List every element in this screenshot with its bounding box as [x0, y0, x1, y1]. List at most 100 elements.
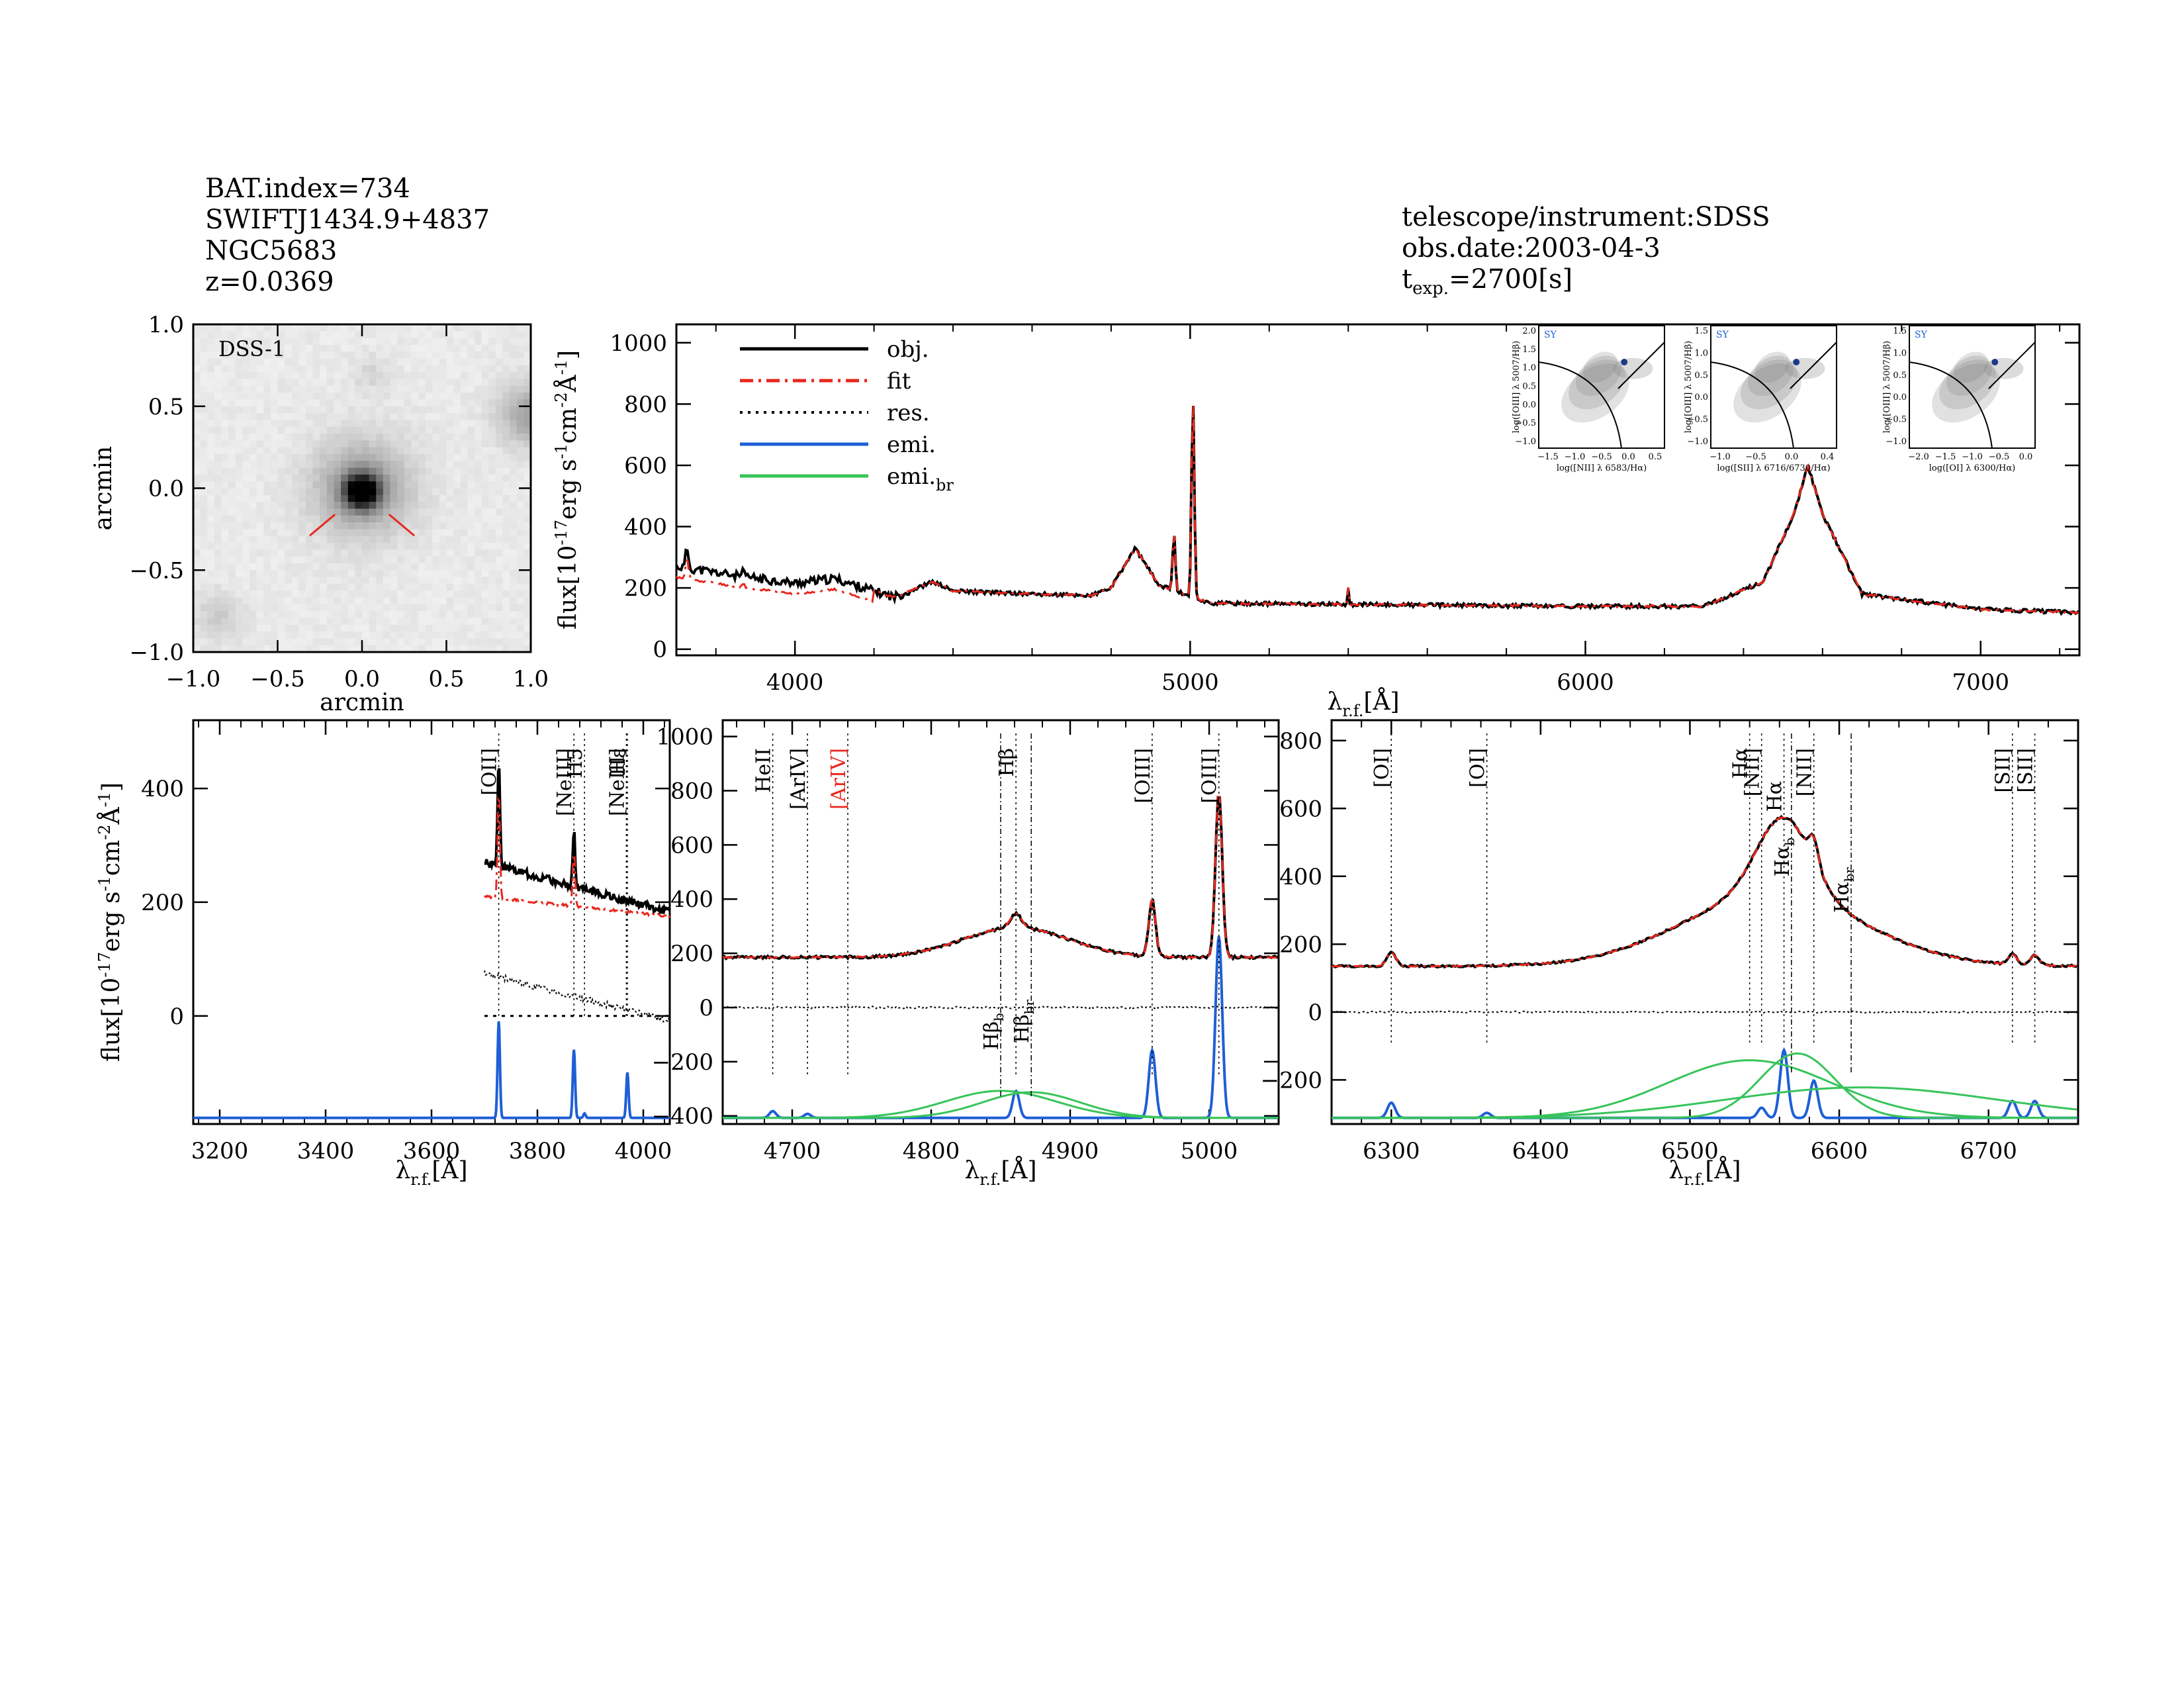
lambda-axis-label: λr.f.[Å]: [1327, 688, 1399, 720]
image-pixel: [250, 474, 257, 482]
image-pixel: [214, 590, 222, 598]
image-pixel: [488, 590, 496, 598]
image-pixel: [516, 570, 524, 578]
image-pixel: [502, 515, 510, 523]
bpt-xlabel: log([NII] λ 6583/Hα): [1557, 463, 1647, 473]
image-pixel: [312, 604, 320, 612]
image-pixel: [502, 344, 510, 352]
image-pixel: [495, 461, 504, 469]
image-pixel: [306, 331, 314, 339]
image-pixel: [432, 399, 440, 407]
image-pixel: [475, 338, 482, 346]
image-pixel: [306, 543, 314, 550]
image-pixel: [355, 618, 363, 626]
image-pixel: [277, 365, 285, 373]
image-pixel: [270, 420, 279, 428]
image-pixel: [235, 447, 243, 455]
image-pixel: [475, 434, 482, 441]
image-pixel: [214, 440, 222, 448]
image-pixel: [481, 604, 489, 612]
image-pixel: [425, 549, 433, 557]
image-pixel: [235, 604, 243, 612]
image-pixel: [207, 372, 215, 380]
image-pixel: [207, 453, 215, 461]
image-pixel: [334, 365, 341, 373]
image-pixel: [432, 467, 440, 475]
image-pixel: [418, 365, 426, 373]
image-pixel: [397, 502, 405, 510]
image-pixel: [214, 352, 222, 359]
bpt-frame: [1538, 325, 1665, 449]
image-pixel: [277, 447, 285, 455]
image-pixel: [214, 577, 222, 585]
image-pixel: [263, 393, 271, 400]
image-pixel: [383, 434, 391, 441]
image-pixel: [250, 590, 257, 598]
image-pixel: [390, 522, 398, 530]
image-pixel: [312, 426, 320, 434]
image-pixel: [228, 324, 236, 332]
image-pixel: [341, 522, 349, 530]
image-pixel: [481, 420, 489, 428]
image-pixel: [355, 529, 363, 537]
image-pixel: [256, 515, 264, 523]
image-pixel: [200, 447, 208, 455]
image-pixel: [369, 372, 377, 380]
image-pixel: [411, 618, 419, 626]
image-pixel: [432, 413, 440, 420]
image-pixel: [306, 597, 314, 605]
image-pixel: [390, 488, 398, 496]
image-pixel: [467, 515, 475, 523]
image-pixel: [383, 324, 391, 332]
image-pixel: [221, 645, 229, 653]
image-pixel: [334, 583, 341, 591]
image-pixel: [383, 399, 391, 407]
image-pixel: [256, 453, 264, 461]
image-pixel: [481, 502, 489, 510]
hbeta-region-panel: 4700 4800 4900 5000−400−2000200400600800100…: [652, 719, 1280, 1189]
image-pixel: [432, 556, 440, 564]
image-pixel: [390, 556, 398, 564]
image-pixel: [312, 447, 320, 455]
image-pixel: [320, 481, 328, 489]
image-pixel: [510, 611, 518, 619]
image-pixel: [439, 522, 447, 530]
emi-br-line: [1332, 1052, 2077, 1119]
image-pixel: [298, 352, 306, 359]
image-pixel: [460, 324, 468, 332]
image-pixel: [467, 618, 475, 626]
image-pixel: [207, 467, 215, 475]
image-pixel: [510, 549, 518, 557]
image-pixel: [502, 611, 510, 619]
image-pixel: [369, 563, 377, 571]
image-pixel: [334, 440, 341, 448]
image-pixel: [488, 604, 496, 612]
image-pixel: [467, 467, 475, 475]
image-pixel: [320, 597, 328, 605]
image-pixel: [277, 474, 285, 482]
image-pixel: [207, 494, 215, 502]
image-pixel: [446, 604, 454, 612]
bpt-x-tick-label: 0.5: [1649, 452, 1662, 462]
image-pixel: [446, 434, 454, 441]
image-pixel: [221, 502, 229, 510]
image-pixel: [285, 385, 293, 393]
image-pixel: [432, 385, 440, 393]
image-pixel: [277, 556, 285, 564]
image-pixel: [488, 536, 496, 543]
image-pixel: [369, 426, 377, 434]
image-pixel: [285, 570, 293, 578]
image-pixel: [334, 385, 341, 393]
image-pixel: [362, 515, 370, 523]
image-pixel: [502, 624, 510, 632]
image-pixel: [320, 399, 328, 407]
image-pixel: [460, 515, 468, 523]
image-pixel: [312, 379, 320, 387]
image-pixel: [312, 420, 320, 428]
image-pixel: [488, 413, 496, 420]
image-pixel: [214, 331, 222, 339]
image-pixel: [347, 324, 355, 332]
image-pixel: [242, 597, 250, 605]
image-pixel: [291, 577, 299, 585]
image-pixel: [263, 522, 271, 530]
